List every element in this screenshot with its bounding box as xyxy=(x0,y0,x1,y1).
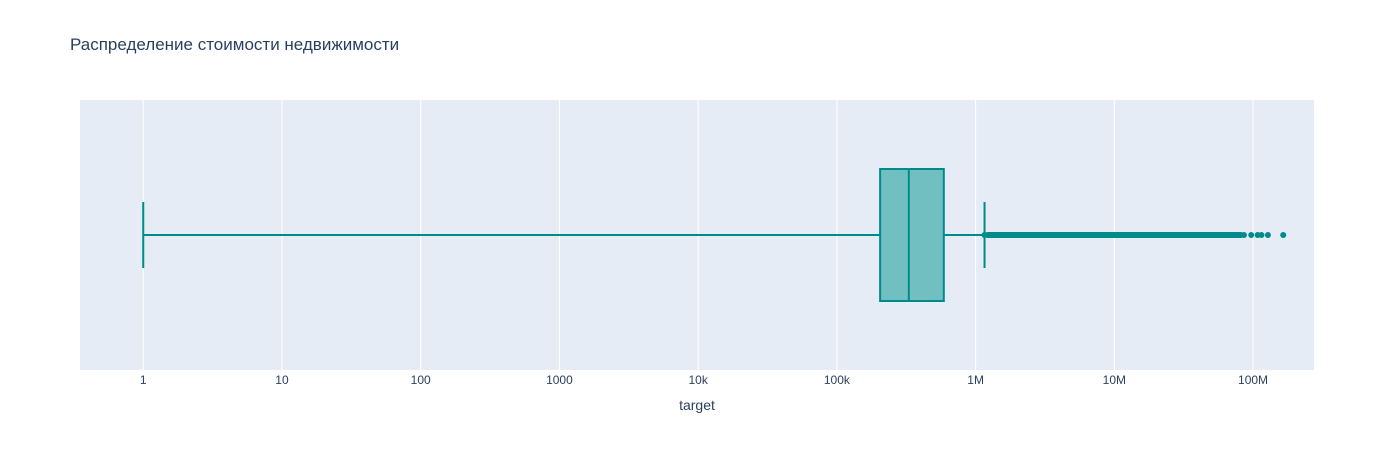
outlier-point xyxy=(1111,232,1118,238)
outlier-point xyxy=(1044,232,1051,238)
outlier-point xyxy=(981,232,988,238)
x-tick-label: 10k xyxy=(688,373,708,387)
outlier-point xyxy=(1197,232,1204,238)
x-tick-label: 100 xyxy=(411,373,431,387)
x-tick-label: 10 xyxy=(275,373,289,387)
x-axis-ticks: 1 10 100 1000 10k 100k 1M 10M 100M xyxy=(140,373,1268,387)
x-tick-label: 1 xyxy=(140,373,147,387)
outlier-point xyxy=(1230,232,1237,238)
outlier-point xyxy=(1168,232,1175,238)
outlier-point xyxy=(1127,232,1134,238)
x-tick-label: 100k xyxy=(824,373,851,387)
outlier-point xyxy=(1236,232,1243,238)
outlier-point xyxy=(1248,232,1255,238)
outlier-point xyxy=(1258,232,1265,238)
outlier-point xyxy=(1153,232,1160,238)
chart-title: Распределение стоимости недвижимости xyxy=(70,35,399,54)
outlier-point xyxy=(1139,232,1146,238)
x-tick-label: 100M xyxy=(1238,373,1268,387)
outlier-point xyxy=(1032,232,1039,238)
outlier-point xyxy=(1085,232,1092,238)
x-tick-label: 1000 xyxy=(546,373,573,387)
iqr-box xyxy=(879,168,945,302)
outlier-point xyxy=(1264,232,1271,238)
outlier-point xyxy=(1071,232,1078,238)
outlier-point xyxy=(1183,232,1190,238)
x-axis-label: target xyxy=(679,397,715,413)
outlier-point xyxy=(1210,232,1217,238)
outlier-point xyxy=(997,232,1004,238)
outlier-point xyxy=(1020,232,1027,238)
outlier-point xyxy=(1008,232,1015,238)
x-tick-label: 10M xyxy=(1103,373,1126,387)
outlier-point xyxy=(1280,232,1287,238)
outlier-point xyxy=(988,232,995,238)
outlier-point xyxy=(1097,232,1104,238)
outlier-point xyxy=(1221,232,1228,238)
outlier-point xyxy=(1240,232,1247,238)
box-plot-series xyxy=(142,168,1287,302)
outlier-point xyxy=(1057,232,1064,238)
x-tick-label: 1M xyxy=(967,373,984,387)
